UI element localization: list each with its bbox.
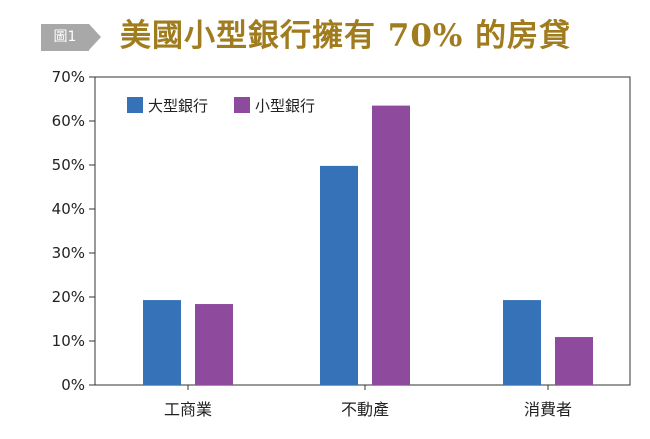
x-category-label: 消費者 [524, 400, 572, 419]
bar-large-bank-1 [320, 165, 358, 385]
y-tick-label: 40% [52, 200, 85, 218]
bar-large-bank-0 [143, 300, 181, 385]
legend-swatch [234, 97, 250, 113]
legend-swatch [127, 97, 143, 113]
legend-label: 小型銀行 [255, 97, 315, 115]
chart-header: 圖1 美國小型銀行擁有 70% 的房貸 [0, 0, 650, 68]
bar-small-bank-2 [555, 337, 593, 385]
x-category-label: 不動產 [341, 400, 389, 419]
bar-small-bank-1 [372, 105, 410, 385]
y-tick-label: 20% [52, 288, 85, 306]
legend-label: 大型銀行 [148, 97, 208, 115]
bar-large-bank-2 [503, 300, 541, 385]
figure-tag-label: 圖1 [53, 29, 77, 45]
chart-title: 美國小型銀行擁有 70% 的房貸 [120, 18, 572, 54]
y-tick-label: 60% [52, 112, 85, 130]
y-tick-label: 70% [52, 68, 85, 86]
y-tick-label: 50% [52, 156, 85, 174]
bar-small-bank-0 [195, 304, 233, 385]
y-tick-label: 30% [52, 244, 85, 262]
x-category-label: 工商業 [164, 400, 212, 419]
figure-tag-arrow-icon [89, 24, 101, 50]
y-tick-label: 0% [61, 376, 85, 394]
figure-tag-badge [41, 24, 89, 51]
y-tick-label: 10% [52, 332, 85, 350]
plot-frame [94, 76, 631, 386]
